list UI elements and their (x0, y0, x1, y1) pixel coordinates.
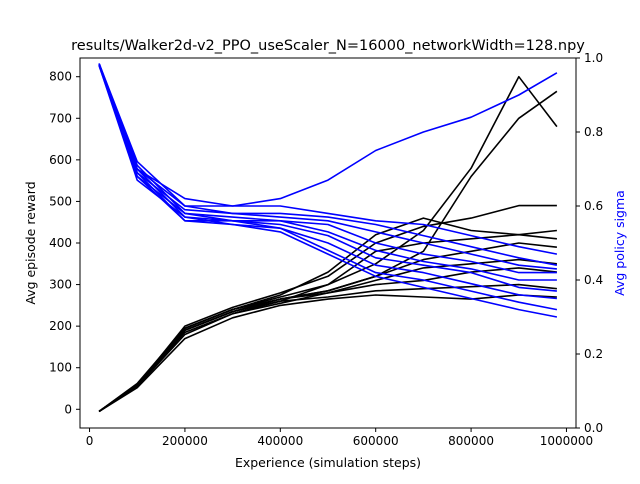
y2-tick-label: 0.8 (584, 125, 603, 139)
x-tick-label: 1000000 (540, 434, 593, 448)
y-tick-label: 500 (49, 194, 72, 208)
reward-series-line-8 (98, 267, 557, 413)
sigma-series-line-2 (98, 65, 558, 255)
x-axis-label: Experience (simulation steps) (235, 455, 421, 470)
x-axis: 0 200000 400000 600000 800000 1000000 (86, 428, 593, 448)
sigma-series-line-3 (98, 63, 558, 266)
sigma-series-line-4 (98, 65, 557, 270)
y-tick-label: 0 (64, 402, 72, 416)
sigma-series-line-1 (98, 63, 558, 207)
reward-series-line-7 (98, 258, 557, 413)
reward-series-line-4 (98, 217, 557, 413)
reward-series-line-10 (98, 294, 557, 413)
sigma-series-line-9 (98, 63, 558, 311)
series-layer (98, 63, 558, 413)
y-tick-label: 400 (49, 236, 72, 250)
y-axis-left: 0 100 200 300 400 500 600 700 800 (49, 70, 80, 416)
y-tick-label: 300 (49, 278, 72, 292)
y-axis-right: 0.0 0.2 0.4 0.6 0.8 1.0 (576, 51, 603, 435)
reward-series-line-6 (98, 242, 557, 413)
y-tick-label: 100 (49, 361, 72, 375)
y2-tick-label: 1.0 (584, 51, 603, 65)
y-axis-label: Avg episode reward (23, 181, 38, 304)
reward-series-line-9 (98, 283, 557, 413)
x-tick-label: 600000 (353, 434, 399, 448)
y-tick-label: 700 (49, 111, 72, 125)
y2-tick-label: 0.0 (584, 421, 603, 435)
reward-series-line-1 (98, 75, 558, 413)
sigma-series-line-5 (98, 63, 557, 274)
x-tick-label: 800000 (448, 434, 494, 448)
sigma-series-line-10 (98, 65, 558, 318)
x-tick-label: 200000 (162, 434, 208, 448)
y2-tick-label: 0.4 (584, 273, 603, 287)
y2-tick-label: 0.6 (584, 199, 603, 213)
y-tick-label: 200 (49, 319, 72, 333)
y-tick-label: 600 (49, 153, 72, 167)
y2-tick-label: 0.2 (584, 347, 603, 361)
sigma-series-line-8 (98, 65, 557, 300)
reward-series-line-5 (98, 233, 557, 413)
x-tick-label: 400000 (257, 434, 303, 448)
y-tick-label: 800 (49, 70, 72, 84)
x-tick-label: 0 (86, 434, 94, 448)
y2-axis-label: Avg policy sigma (612, 190, 627, 296)
sigma-series-line-7 (98, 63, 557, 292)
chart-title: results/Walker2d-v2_PPO_useScaler_N=1600… (71, 38, 585, 54)
